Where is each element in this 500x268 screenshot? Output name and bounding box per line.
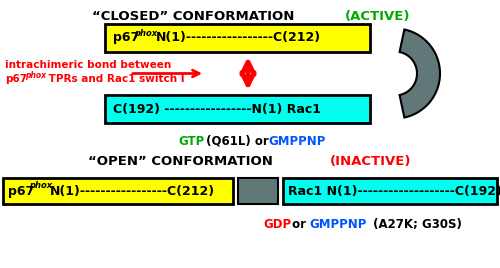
Text: C(192) -----------------N(1) Rac1: C(192) -----------------N(1) Rac1 xyxy=(113,102,321,116)
Text: p67: p67 xyxy=(113,32,139,44)
Text: (ACTIVE): (ACTIVE) xyxy=(345,10,410,23)
Polygon shape xyxy=(400,29,440,117)
Text: N(1)-----------------C(212): N(1)-----------------C(212) xyxy=(156,32,321,44)
Text: (INACTIVE): (INACTIVE) xyxy=(330,155,411,168)
Bar xyxy=(3,178,233,204)
Text: GMPPNP: GMPPNP xyxy=(268,135,326,148)
Bar xyxy=(283,178,497,204)
Text: or: or xyxy=(288,218,310,231)
Text: “OPEN” CONFORMATION: “OPEN” CONFORMATION xyxy=(88,155,278,168)
Bar xyxy=(105,24,370,52)
Text: (A27K; G30S): (A27K; G30S) xyxy=(369,218,462,231)
Text: intrachimeric bond between: intrachimeric bond between xyxy=(5,60,171,70)
Text: phox: phox xyxy=(25,71,46,80)
Text: phox: phox xyxy=(29,181,52,191)
Text: TPRs and Rac1 switch I: TPRs and Rac1 switch I xyxy=(45,74,184,84)
Text: phox: phox xyxy=(134,28,157,38)
Bar xyxy=(238,178,278,204)
Text: N(1)-----------------C(212): N(1)-----------------C(212) xyxy=(50,184,215,198)
Bar xyxy=(105,95,370,123)
Text: GMPPNP: GMPPNP xyxy=(309,218,366,231)
Text: Rac1 N(1)-------------------C(192): Rac1 N(1)-------------------C(192) xyxy=(288,184,500,198)
Text: p67: p67 xyxy=(5,74,27,84)
Text: GTP: GTP xyxy=(178,135,204,148)
Text: “CLOSED” CONFORMATION: “CLOSED” CONFORMATION xyxy=(92,10,298,23)
Text: p67: p67 xyxy=(8,184,34,198)
Text: GDP: GDP xyxy=(263,218,291,231)
Text: (Q61L) or: (Q61L) or xyxy=(202,135,273,148)
